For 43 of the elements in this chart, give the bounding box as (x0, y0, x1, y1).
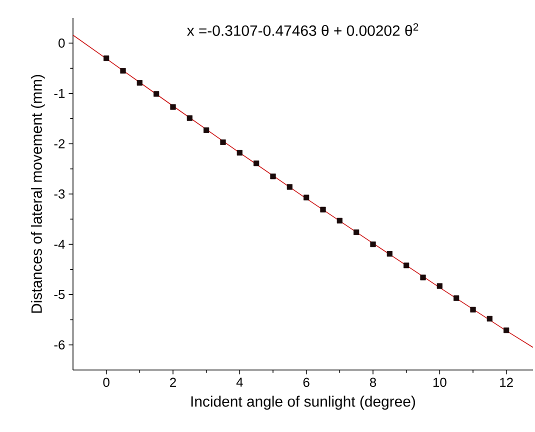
point (404, 262, 410, 268)
point (354, 229, 360, 236)
x-tick-label: 8 (370, 378, 376, 387)
point (386, 251, 392, 257)
point (470, 306, 476, 312)
y-tick-label: 0 (58, 38, 65, 48)
point (504, 327, 510, 334)
y-tick-label: -6 (54, 340, 65, 350)
y-axis-title: Distances of lateral movement (mm) (30, 74, 45, 313)
y-tick-label: -3 (54, 189, 65, 199)
point (236, 150, 242, 156)
point (454, 295, 460, 301)
x-axis-title: Incident angle of sunlight (degree) (191, 396, 416, 410)
point (486, 316, 492, 322)
y-tick-label: -5 (54, 290, 65, 300)
point (420, 274, 426, 280)
x-tick-label: 4 (236, 378, 243, 387)
x-tick-label: 0 (103, 378, 110, 387)
point (120, 68, 126, 74)
point (320, 206, 326, 212)
line-series (73, 34, 534, 348)
point (136, 80, 142, 86)
point (154, 91, 160, 97)
point (186, 115, 192, 121)
point (104, 55, 110, 62)
chart-title: x =-0.3107-0.47463 θ + 0.00202 θ$^{2}$ (187, 23, 418, 36)
point (270, 174, 276, 180)
x-tick-label: 10 (433, 378, 446, 387)
point (254, 160, 260, 166)
point (204, 127, 210, 133)
point (286, 184, 292, 190)
x-tick-label: 2 (170, 378, 176, 387)
x-tick-label: 12 (500, 378, 513, 387)
point (370, 241, 376, 248)
point (336, 218, 342, 224)
point (170, 104, 176, 110)
point (220, 139, 226, 146)
point (436, 283, 442, 289)
y-tick-label: -1 (54, 88, 65, 98)
y-tick-label: -2 (54, 139, 65, 148)
y-tick-label: -4 (54, 240, 65, 249)
point (304, 194, 310, 200)
x-tick-label: 6 (303, 378, 310, 387)
